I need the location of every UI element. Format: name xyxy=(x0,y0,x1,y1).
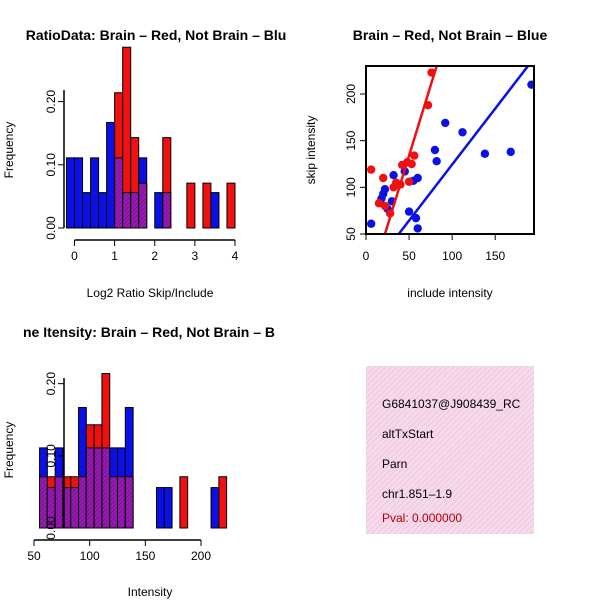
scatter-point xyxy=(441,118,450,128)
histogram-overlap-bar xyxy=(138,182,148,229)
scatter-point xyxy=(432,157,441,166)
hist1-xlabel: Log2 Ratio Skip/Include xyxy=(87,286,214,300)
intensity-histogram: 50 100 150 200 0.00 0.10 0.20 xyxy=(27,372,228,563)
histogram-bar xyxy=(82,192,92,229)
x-tick-label: 150 xyxy=(485,249,505,263)
y-tick-label: 0.10 xyxy=(44,153,58,177)
histogram-bar xyxy=(210,192,220,229)
scatter-frame xyxy=(365,65,535,235)
y-tick-label: 0.00 xyxy=(44,516,58,540)
y-tick-label: 200 xyxy=(344,84,358,104)
histogram-overlap-bar xyxy=(109,476,119,529)
x-tick-label: 100 xyxy=(80,549,100,563)
histogram-overlap-bar xyxy=(162,192,172,229)
histogram-overlap-bar xyxy=(101,447,111,529)
scatter-point xyxy=(427,68,436,77)
scatter-point xyxy=(379,173,388,183)
scatter-point xyxy=(480,149,490,158)
histogram-bar xyxy=(90,157,100,229)
histogram-bar xyxy=(218,476,228,529)
histogram-overlap-bar xyxy=(124,476,134,529)
scatter-point xyxy=(366,219,376,228)
hist2-xlabel: Intensity xyxy=(128,585,173,599)
x-tick-label: 50 xyxy=(402,249,416,263)
y-tick-label: 0.10 xyxy=(44,444,58,468)
intensity-scatter: 0 50 100 150 50 100 150 200 xyxy=(344,65,535,263)
info-event: altTxStart xyxy=(382,427,434,441)
x-tick-label: 4 xyxy=(232,249,239,263)
histogram-bar xyxy=(163,487,173,529)
histogram-bar xyxy=(154,192,164,229)
histogram-bar xyxy=(226,182,236,229)
scatter-title: Brain – Red, Not Brain – Blue xyxy=(353,27,548,43)
y-tick-label: 100 xyxy=(344,177,358,197)
histogram-overlap-bar xyxy=(85,447,95,529)
scatter-point xyxy=(380,185,390,194)
hist1-title: RatioData: Brain – Red, Not Brain – Blu xyxy=(26,27,287,43)
scatter-point xyxy=(413,173,422,183)
scatter-point xyxy=(410,151,419,160)
y-tick-label: 0.00 xyxy=(44,216,58,240)
histogram-bar xyxy=(66,157,76,229)
scatter-point xyxy=(423,101,433,110)
scatter-point xyxy=(430,145,440,155)
info-id: G6841037@J908439_RC xyxy=(382,397,521,411)
x-tick-label: 50 xyxy=(27,549,41,563)
histogram-bar xyxy=(155,487,165,529)
hist2-ylabel: Frequency xyxy=(2,422,16,479)
y-tick-label: 0.20 xyxy=(44,90,58,114)
histogram-overlap-bar xyxy=(93,447,103,529)
regression-line xyxy=(383,66,438,234)
scatter-point xyxy=(404,207,414,216)
histogram-bar xyxy=(186,182,196,229)
x-tick-label: 200 xyxy=(191,549,211,563)
x-tick-label: 150 xyxy=(135,549,155,563)
scatter-point xyxy=(407,159,416,169)
scatter-point xyxy=(389,171,398,180)
histogram-bar xyxy=(74,157,84,229)
scatter-xlabel: include intensity xyxy=(407,286,492,300)
y-tick-label: 0.20 xyxy=(44,372,58,396)
scatter-point xyxy=(527,80,534,89)
hist2-title: ne Itensity: Brain – Red, Not Brain – B xyxy=(23,324,275,340)
x-tick-label: 3 xyxy=(192,249,199,263)
info-panel xyxy=(366,366,534,534)
x-tick-label: 0 xyxy=(71,249,78,263)
scatter-point xyxy=(385,209,395,218)
y-tick-label: 50 xyxy=(344,227,358,241)
histogram-bar xyxy=(202,182,212,229)
x-tick-label: 0 xyxy=(363,249,370,263)
histogram-overlap-bar xyxy=(78,476,87,529)
histogram-overlap-bar xyxy=(114,157,124,229)
scatter-point xyxy=(458,128,467,137)
histogram-bar xyxy=(210,487,220,529)
scatter-point xyxy=(380,201,390,211)
histogram-bar xyxy=(106,121,116,229)
histogram-bar xyxy=(98,192,108,229)
histogram-overlap-bar xyxy=(122,192,132,229)
histogram-overlap-bar xyxy=(130,192,140,229)
scatter-ylabel: skip intensity xyxy=(304,116,318,185)
scatter-plot-area xyxy=(366,66,534,234)
scatter-point xyxy=(411,213,421,223)
x-tick-label: 100 xyxy=(442,249,462,263)
info-location: chr1.851–1.9 xyxy=(382,487,452,501)
scatter-point xyxy=(413,224,422,233)
info-pval: Pval: 0.000000 xyxy=(382,511,462,525)
scatter-point xyxy=(506,147,515,157)
info-name: Parn xyxy=(382,457,407,471)
histogram-bar xyxy=(179,476,189,529)
histogram-overlap-bar xyxy=(70,487,80,529)
hist1-ylabel: Frequency xyxy=(2,122,16,179)
x-tick-label: 2 xyxy=(151,249,158,263)
ratio-histogram: 0 1 2 3 4 0.00 0.10 0.20 xyxy=(44,46,239,263)
histogram-overlap-bar xyxy=(117,476,126,529)
scatter-point xyxy=(366,165,376,174)
x-tick-label: 1 xyxy=(111,249,118,263)
y-tick-label: 150 xyxy=(344,130,358,150)
scatter-point xyxy=(404,177,414,186)
regression-line xyxy=(397,66,529,234)
scatter-point xyxy=(396,180,405,189)
